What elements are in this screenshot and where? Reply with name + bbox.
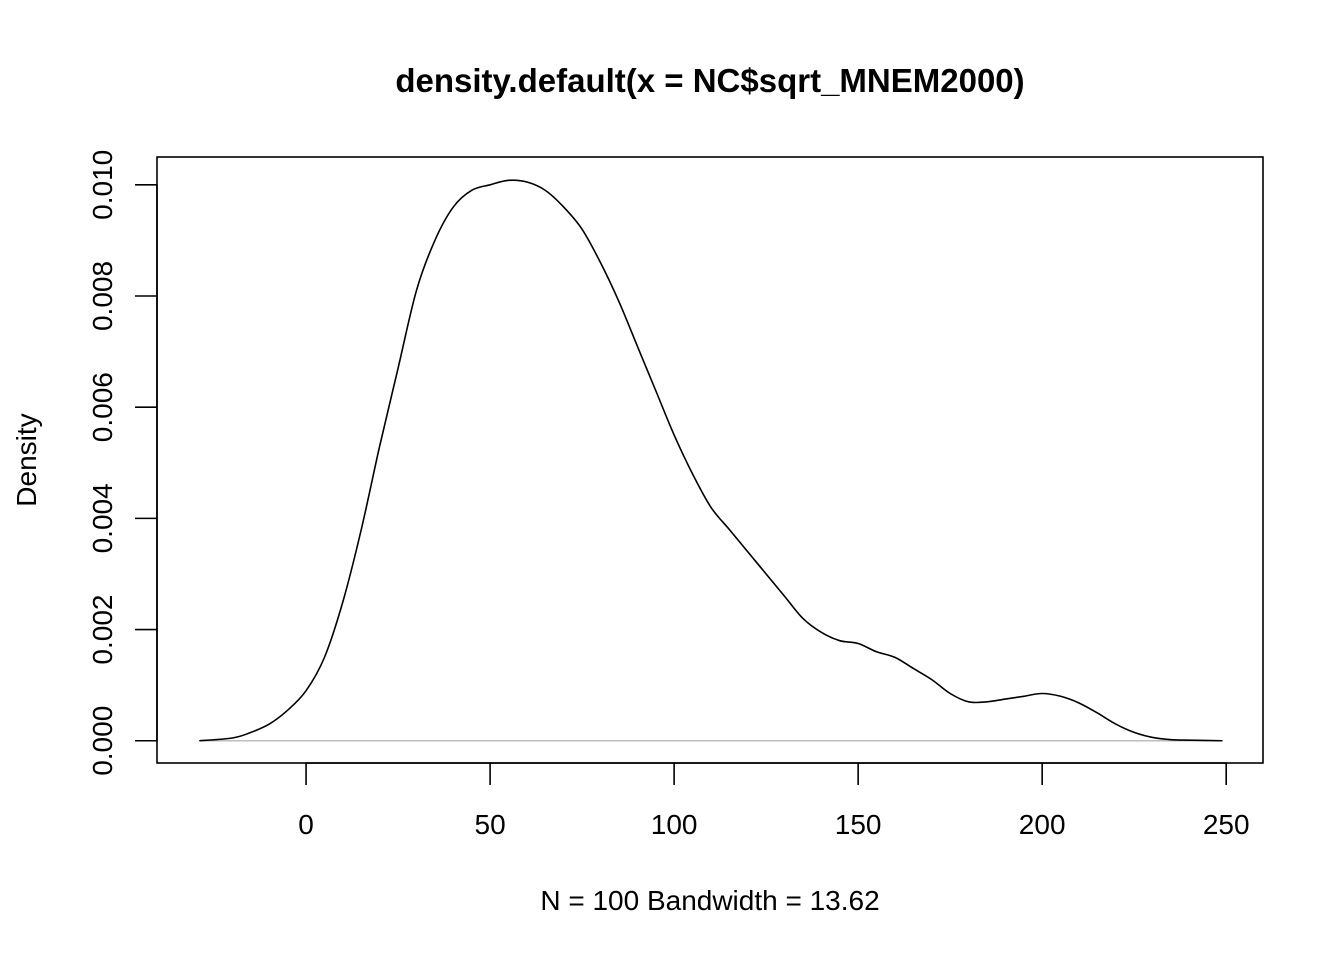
x-tick-label: 100: [651, 809, 698, 840]
y-tick-label: 0.006: [87, 372, 118, 442]
y-axis-label: Density: [11, 413, 42, 506]
y-axis: 0.000 0.002 0.004 0.006 0.008 0.010: [87, 150, 158, 776]
chart-title: density.default(x = NC$sqrt_MNEM2000): [395, 62, 1024, 99]
plot-box: [156, 156, 1264, 764]
y-tick-label: 0.004: [87, 483, 118, 553]
y-tick-label: 0.000: [87, 706, 118, 776]
x-axis-label: N = 100 Bandwidth = 13.62: [540, 885, 879, 916]
y-tick-label: 0.010: [87, 150, 118, 220]
x-axis: 0 50 100 150 200 250: [298, 762, 1250, 840]
x-tick-label: 200: [1019, 809, 1066, 840]
density-curve: [199, 179, 1223, 742]
x-tick-label: 0: [298, 809, 314, 840]
x-tick-label: 50: [475, 809, 506, 840]
y-tick-label: 0.008: [87, 261, 118, 331]
x-tick-label: 250: [1203, 809, 1250, 840]
x-tick-label: 150: [835, 809, 882, 840]
y-tick-label: 0.002: [87, 595, 118, 665]
